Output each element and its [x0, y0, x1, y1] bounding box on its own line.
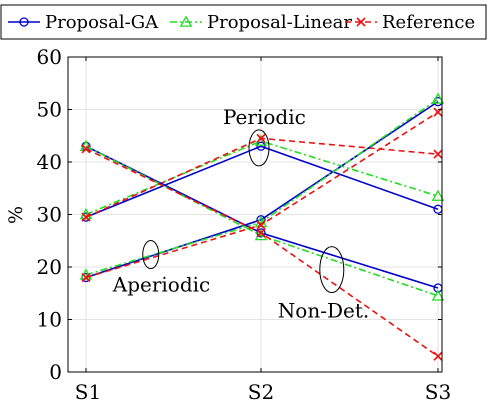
legend-label-reference: Reference: [382, 12, 475, 33]
legend-frame: [0, 4, 487, 40]
plot-area: Periodic Aperiodic Non-Det. 0 10 20 30 40 50 60 S…: [37, 45, 452, 404]
annotation-ellipse-non-det: [319, 246, 345, 294]
data-point-proposal-ga: [256, 141, 266, 151]
annotation-label-periodic: Periodic: [223, 105, 306, 129]
data-point-reference: [433, 149, 443, 159]
data-point-reference: [81, 272, 91, 283]
data-point-proposal-linear: [431, 189, 445, 201]
y-tick-label: 0: [49, 360, 62, 384]
y-tick-label: 60: [37, 45, 62, 69]
y-axis-label: %: [5, 206, 27, 224]
annotation-ellipse-aperiodic: [142, 240, 160, 270]
annotation-ellipse-periodic: [248, 129, 270, 167]
data-point-reference: [256, 133, 266, 143]
data-point-reference: [81, 144, 91, 154]
annotation-label-aperiodic: Aperiodic: [112, 273, 210, 297]
x-tick-label: S3: [425, 380, 451, 404]
data-point-proposal-linear: [431, 92, 445, 104]
x-tick-label: S2: [248, 380, 274, 404]
axis-ticks: 0 10 20 30 40 50 60 S1 S2 S3: [37, 45, 452, 404]
legend-label-proposal-linear: Proposal-Linear: [207, 12, 352, 33]
legend: Proposal-GA Proposal-Linear Reference: [0, 4, 487, 40]
data-point-reference: [81, 212, 91, 222]
y-tick-label: 20: [37, 255, 62, 279]
annotation-label-non-det: Non-Det.: [278, 299, 369, 323]
x-tick-label: S1: [75, 380, 101, 404]
data-point-reference: [256, 220, 266, 230]
series-line-proposal-linear: [85, 98, 439, 276]
y-tick-label: 10: [37, 308, 62, 332]
legend-marker-reference: [356, 17, 366, 27]
y-tick-label: 40: [37, 150, 62, 174]
data-point-reference: [256, 228, 266, 238]
legend-marker-proposal-ga: [19, 17, 29, 27]
y-tick-label: 50: [37, 98, 62, 122]
legend-marker-proposal-linear: [179, 15, 193, 27]
annotation-layer: Periodic Aperiodic Non-Det.: [112, 105, 370, 323]
series-line-proposal-ga: [85, 145, 439, 218]
series-group-aperiodic: [79, 92, 445, 283]
data-point-reference: [433, 351, 443, 361]
data-point-proposal-linear: [431, 289, 445, 301]
series-layer: [79, 92, 445, 361]
data-point-proposal-ga: [256, 215, 266, 225]
legend-label-proposal-ga: Proposal-GA: [45, 12, 159, 33]
series-group-non-det: [79, 139, 445, 361]
y-tick-label: 30: [37, 203, 62, 227]
